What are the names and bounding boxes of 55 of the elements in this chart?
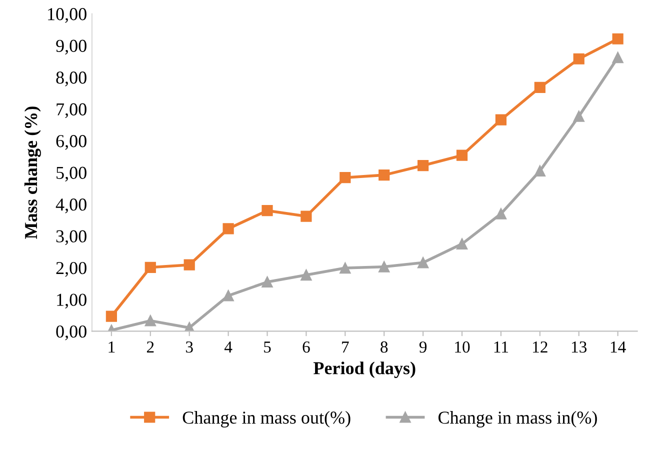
point <box>573 53 584 64</box>
point <box>456 150 468 161</box>
point <box>418 257 429 268</box>
point <box>418 160 429 172</box>
point <box>534 165 546 176</box>
y-axis-title: Mass change (%) <box>24 106 41 239</box>
x-tick-label: 5 <box>264 342 271 353</box>
y-tick-label: 2,00 <box>56 262 86 277</box>
x-tick-label: 8 <box>380 341 388 353</box>
y-tick-label: 10,00 <box>48 8 86 23</box>
point <box>612 33 624 44</box>
point <box>300 269 312 281</box>
y-tick-label: 5,00 <box>56 166 86 182</box>
point <box>144 315 156 326</box>
point <box>222 290 234 302</box>
point <box>378 261 390 272</box>
x-axis-title: Period (days) <box>314 362 416 378</box>
point <box>300 210 312 222</box>
y-tick-label: 7,00 <box>56 103 86 118</box>
point <box>262 205 273 216</box>
point <box>534 82 546 93</box>
point <box>262 276 273 288</box>
x-tick-label: 6 <box>302 341 310 353</box>
point <box>106 310 118 322</box>
x-tick-label: 3 <box>186 341 193 353</box>
legend-label: Change in mass in(%) <box>438 411 597 428</box>
y-tick-label: 9,00 <box>56 40 86 55</box>
x-tick-label: 11 <box>494 341 508 352</box>
point <box>456 238 468 250</box>
point <box>144 262 156 273</box>
point <box>573 110 584 122</box>
x-tick-label: 7 <box>342 342 349 352</box>
point <box>495 208 507 220</box>
y-tick-label: 0,00 <box>56 325 86 340</box>
x-tick-label: 10 <box>455 341 470 353</box>
point <box>612 52 624 64</box>
point <box>340 172 351 184</box>
point <box>222 223 234 234</box>
x-tick-label: 2 <box>146 341 154 352</box>
point <box>340 262 351 274</box>
x-tick-label: 14 <box>610 341 626 352</box>
x-tick-label: 9 <box>419 341 427 353</box>
y-tick-label: 6,00 <box>56 135 86 150</box>
y-tick-label: 4,00 <box>56 198 86 214</box>
x-tick-label: 12 <box>533 341 548 352</box>
point <box>378 169 390 181</box>
point <box>495 114 507 126</box>
x-tick-label: 4 <box>224 342 232 352</box>
y-tick-label: 1,00 <box>57 294 86 308</box>
point <box>184 259 195 270</box>
x-tick-label: 1 <box>108 341 115 352</box>
legend-label: Change in mass out(%) <box>182 411 350 428</box>
x-tick-label: 13 <box>572 341 587 353</box>
y-tick-label: 8,00 <box>56 72 86 86</box>
y-tick-label: 3,00 <box>56 230 86 246</box>
